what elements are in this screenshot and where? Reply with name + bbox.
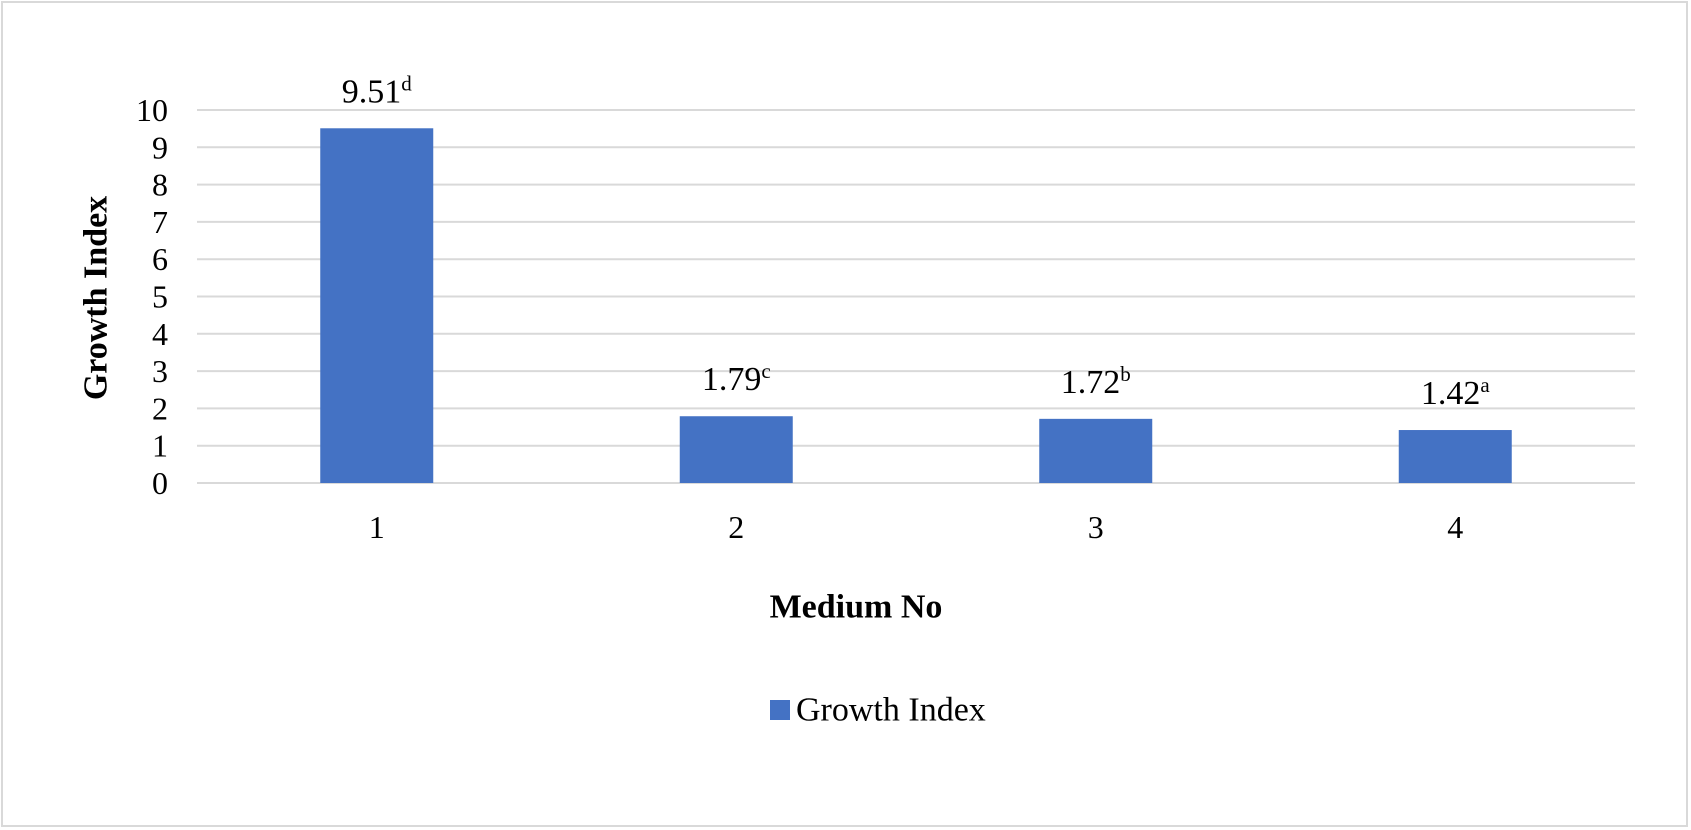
- y-tick-label: 4: [152, 316, 168, 352]
- legend-swatch: [770, 700, 790, 720]
- y-tick-label: 3: [152, 353, 168, 389]
- data-label-letter: a: [1480, 373, 1490, 397]
- y-tick-label: 6: [152, 241, 168, 277]
- y-tick-label: 2: [152, 390, 168, 426]
- data-label-value: 1.79: [702, 361, 762, 398]
- y-tick-label: 10: [136, 92, 168, 128]
- data-label-letter: d: [401, 71, 412, 95]
- data-label-value: 9.51: [342, 73, 402, 110]
- legend-label: Growth Index: [796, 692, 986, 729]
- data-label-value: 1.42: [1421, 375, 1481, 412]
- x-tick-label: 1: [369, 509, 385, 545]
- data-label: 9.51d: [342, 71, 413, 110]
- data-label: 1.42a: [1421, 373, 1491, 412]
- data-labels: 9.51d 1.79c 1.72b 1.42a: [342, 71, 1491, 412]
- bar: [1039, 418, 1153, 483]
- gridlines: [197, 109, 1635, 484]
- bar: [679, 416, 793, 483]
- y-tick-label: 8: [152, 167, 168, 203]
- x-tick-label: 4: [1447, 509, 1463, 545]
- data-label-letter: b: [1120, 362, 1131, 386]
- x-axis-title: Medium No: [770, 589, 943, 626]
- y-tick-label: 5: [152, 279, 168, 315]
- bars: [320, 128, 1512, 484]
- x-tick-label: 3: [1088, 509, 1104, 545]
- y-tick-label: 7: [152, 204, 168, 240]
- bar: [1398, 430, 1512, 483]
- y-tick-label: 0: [152, 465, 168, 501]
- legend: Growth Index: [770, 692, 986, 729]
- x-tick-label: 2: [728, 509, 744, 545]
- data-label: 1.72b: [1061, 362, 1131, 401]
- y-tick-label: 1: [152, 428, 168, 464]
- data-label-letter: c: [761, 359, 770, 383]
- y-tick-label: 9: [152, 129, 168, 165]
- data-label-value: 1.72: [1061, 364, 1121, 401]
- x-axis-ticks: 1 2 3 4: [369, 509, 1464, 545]
- bar: [320, 128, 434, 484]
- data-label: 1.79c: [702, 359, 771, 398]
- y-axis-title: Growth Index: [78, 196, 115, 400]
